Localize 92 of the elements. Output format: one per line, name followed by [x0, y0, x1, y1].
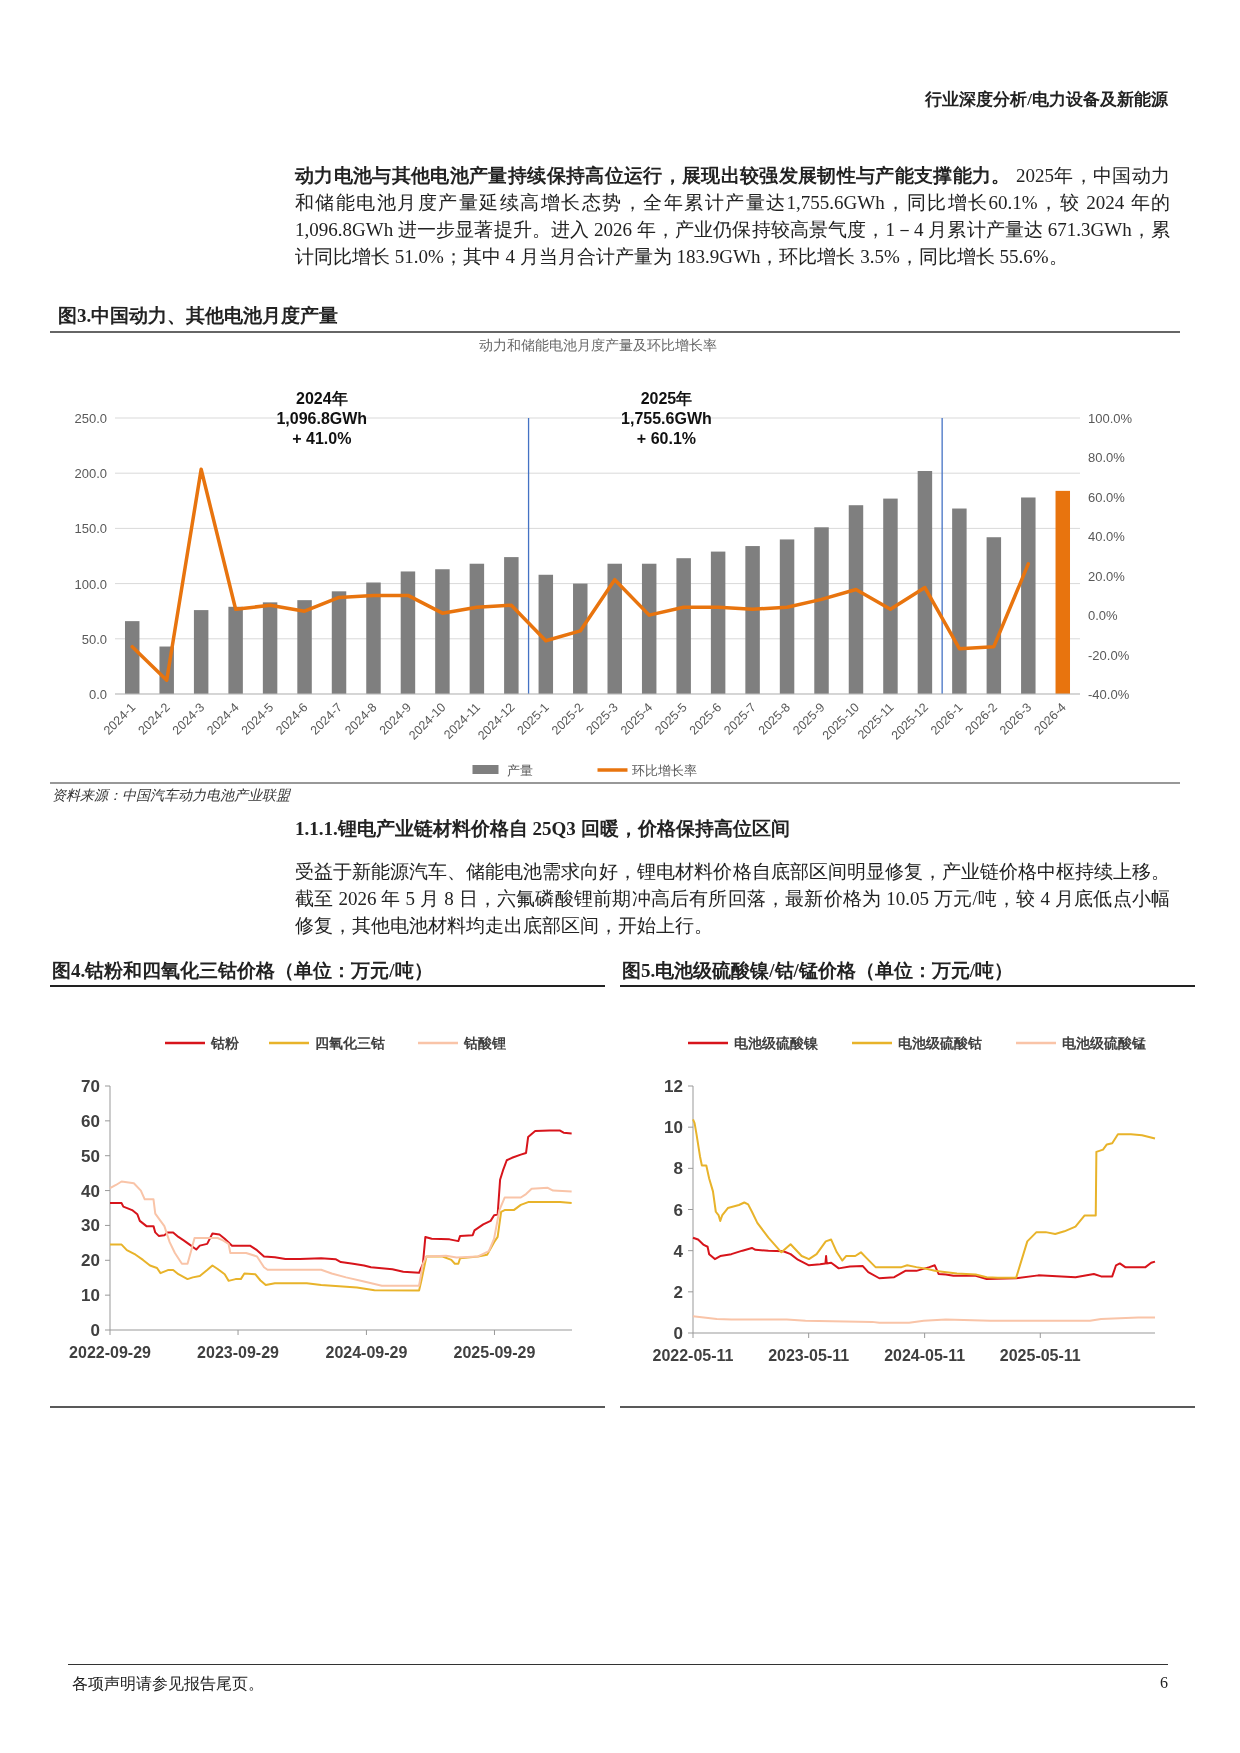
chart-title: 图3.中国动力、其他电池月度产量 [58, 305, 339, 326]
bar [400, 571, 416, 694]
y-tick-label: 40 [81, 1181, 100, 1201]
text: 受益于新能源汽车、储能电池需求向好，锂电材料价格自底部区间明显修复，产业链价格中枢持续上移。截至 2026 年 5 月 8 日，六氟磷酸锂前期冲高后有所回落，最新价格为 10.05 万元/吨，较 4 月底低点小幅修复，其他电池材料均走出底部区间，开始上行。 [295, 861, 1170, 936]
bar [710, 551, 726, 694]
y2-tick-label: 60.0% [1088, 489, 1126, 505]
y-tick-label: 12 [664, 1077, 683, 1096]
x-tick-label: 2024-05-11 [884, 1347, 966, 1364]
y-tick-label: 250.0 [74, 411, 107, 426]
legend-label: 四氧化三钴 [315, 1035, 385, 1051]
y-tick-label: 100.0 [74, 576, 107, 592]
bar [641, 563, 657, 694]
y-tick-label: 2 [673, 1282, 683, 1302]
bar [779, 539, 795, 694]
y2-tick-label: 20.0% [1088, 568, 1126, 584]
bar [814, 527, 829, 694]
line-series [692, 1118, 1156, 1279]
legend-label: 钴酸锂 [463, 1035, 506, 1051]
legend-label: 环比增长率 [631, 763, 697, 778]
line-series [692, 1315, 1156, 1324]
y-tick-label: 0 [673, 1324, 683, 1343]
bar [1021, 497, 1036, 694]
bar [435, 569, 450, 694]
y2-tick-label: 0.0% [1088, 608, 1119, 624]
bar [1055, 490, 1071, 694]
y-tick-label: 200.0 [74, 466, 107, 482]
bar [193, 610, 209, 694]
chart-title: 图4.钴粉和四氧化三钴价格（单位：万元/吨） [52, 960, 433, 981]
x-tick-label: 2023-09-29 [197, 1344, 280, 1361]
chart-title: 图5.电池级硫酸镍/钴/锰价格（单位：万元/吨） [622, 960, 1014, 981]
y2-tick-label: 80.0% [1088, 450, 1126, 466]
text: 资料来源：中国汽车动力电池产业联盟 [52, 788, 292, 803]
line-series [109, 1201, 573, 1292]
y-tick-label: 150.0 [74, 521, 107, 537]
y-tick-label: 4 [673, 1241, 684, 1261]
y-tick-label: 0 [90, 1321, 100, 1340]
legend-label: 钴粉 [210, 1035, 240, 1051]
line-series [109, 1129, 573, 1274]
text: 各项声明请参见报告尾页。 [72, 1675, 264, 1692]
x-tick-label: 2023-05-11 [768, 1347, 850, 1364]
legend-label: 电池级硫酸锰 [1062, 1035, 1146, 1051]
x-tick-label: 2024-09-29 [325, 1344, 408, 1361]
line-series [109, 1180, 573, 1287]
x-tick-label: 2022-09-29 [69, 1344, 152, 1361]
bar [469, 563, 485, 694]
annotation: 2025年 1,755.6GWh + 60.1% [621, 390, 712, 447]
y-tick-label: 6 [673, 1200, 683, 1220]
y-tick-label: 50 [81, 1146, 100, 1166]
annotation: 2024年 1,096.8GWh + 41.0% [276, 390, 368, 447]
y-tick-label: 60 [81, 1111, 100, 1131]
bar [986, 537, 1002, 694]
bar [504, 557, 519, 694]
bar [917, 470, 933, 694]
legend-label: 电池级硫酸钴 [898, 1035, 982, 1051]
line-series [130, 467, 1031, 682]
bar [607, 563, 622, 694]
y2-tick-label: -20.0% [1088, 647, 1130, 663]
y-tick-label: 10 [81, 1286, 100, 1306]
y-tick-label: 30 [81, 1216, 100, 1236]
bar [745, 546, 760, 694]
text: 6 [1160, 1674, 1168, 1691]
bar [952, 508, 967, 694]
line-series [692, 1236, 1156, 1281]
y-tick-label: 8 [673, 1159, 683, 1179]
text: 动力电池与其他电池产量持续保持高位运行，展现出较强发展韧性与产能支撑能力。 2025年，中国动力和储能电池月度产量延续高增长态势，全年累计产量达1,755.6GWh，同比增长60.1%，较 2024 年的 1,096.8GWh 进一步显著提升。进入 2026 年，产业仍保持较高景气度，1－4 月累计产量达 671.3GWh，累计同比增长 51.0%；其中 4 月当月合计产量为 183.9GWh，环比增长 3.5%，同比增长 55.6%。 [295, 165, 1171, 267]
y2-tick-label: 100.0% [1088, 411, 1133, 426]
bar [883, 498, 898, 694]
bar [228, 606, 243, 694]
bar [297, 600, 312, 694]
text: 1.1.1.锂电产业链材料价格自 25Q3 回暖，价格保持高位区间 [295, 818, 790, 839]
y2-tick-label: 40.0% [1088, 529, 1126, 545]
bar [262, 602, 278, 694]
legend-label: 产量 [506, 763, 533, 778]
x-tick-label: 2022-05-11 [652, 1347, 734, 1364]
bar [124, 621, 140, 694]
chart-subtitle: 动力和储能电池月度产量及环比增长率 [478, 337, 717, 353]
bar [573, 583, 588, 694]
y2-tick-label: -40.0% [1088, 687, 1130, 702]
y-tick-label: 0.0 [88, 687, 107, 702]
bar [538, 574, 554, 694]
text: 行业深度分析/电力设备及新能源 [925, 90, 1168, 109]
bar [366, 582, 381, 694]
legend-label: 电池级硫酸镍 [734, 1035, 819, 1051]
y-tick-label: 50.0 [81, 631, 107, 647]
y-tick-label: 70 [81, 1077, 100, 1096]
y-tick-label: 10 [664, 1118, 683, 1138]
bar [848, 505, 864, 694]
x-tick-label: 2025-05-11 [999, 1347, 1081, 1364]
y-tick-label: 20 [81, 1251, 100, 1271]
x-tick-label: 2025-09-29 [453, 1344, 536, 1361]
bar [331, 591, 347, 694]
bar [676, 558, 691, 694]
